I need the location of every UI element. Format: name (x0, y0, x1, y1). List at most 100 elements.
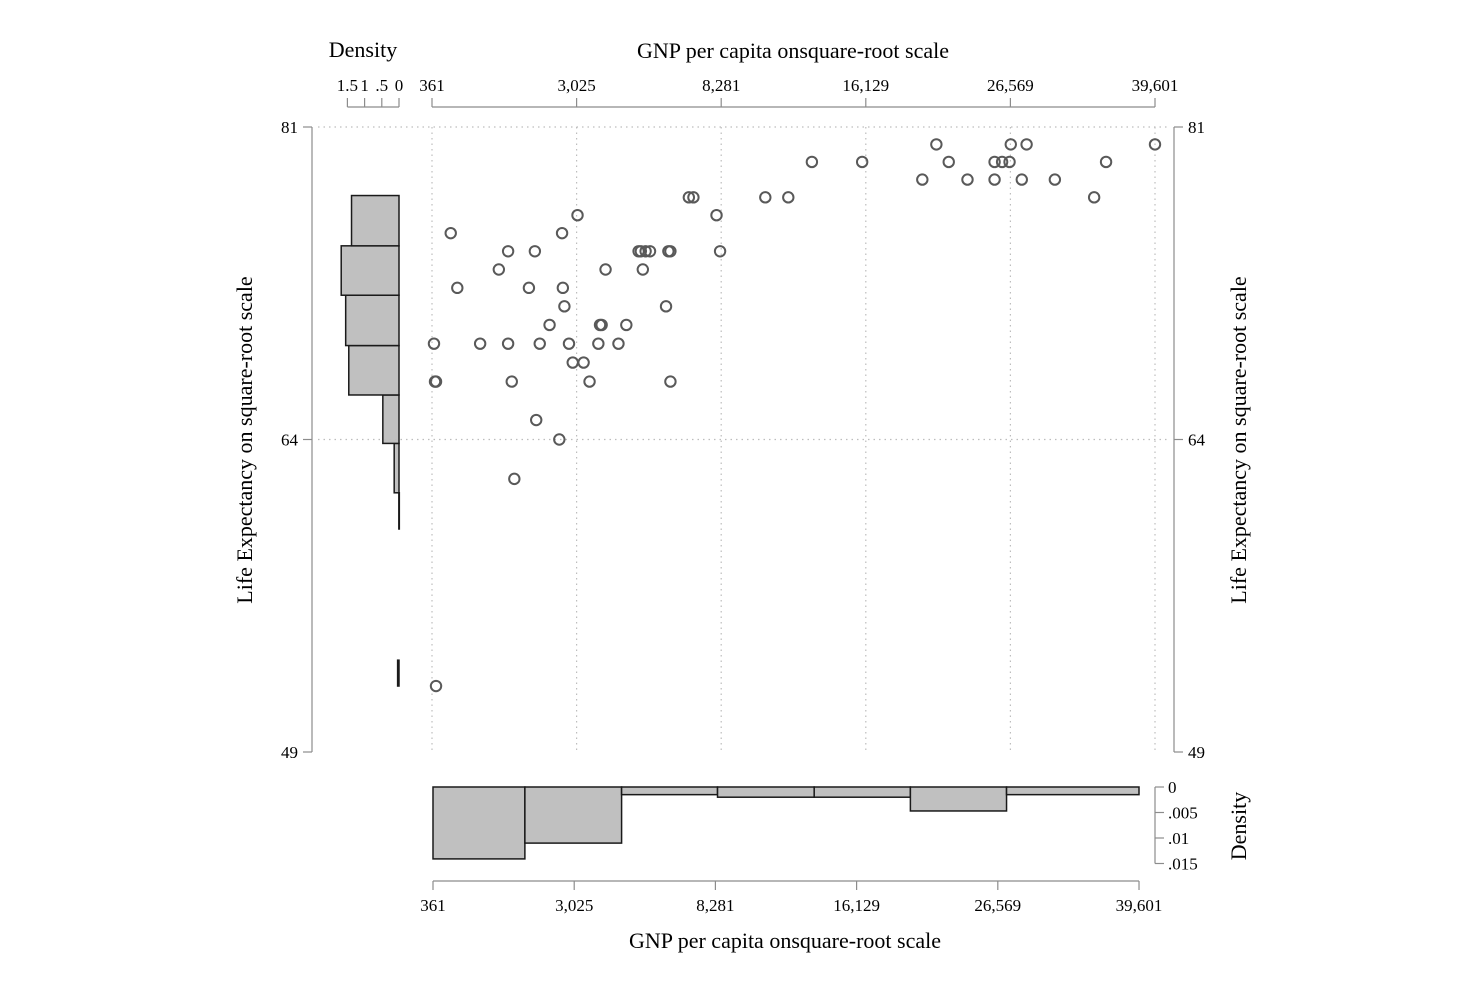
scatter-point (429, 679, 443, 693)
y-histogram (340, 194, 401, 687)
scatter-point (620, 318, 633, 332)
scatter-point (659, 300, 673, 313)
scatter-point (555, 226, 569, 240)
y-histogram-bar (396, 659, 400, 687)
scatter-point (687, 191, 700, 204)
y-histogram-density-tick-label: 0 (395, 76, 404, 95)
top-x-tick-label: 26,569 (987, 76, 1034, 95)
bottom-x-tick-label: 3,025 (555, 896, 593, 915)
scatter-point (930, 138, 943, 151)
bottom-x-tick-label: 8,281 (696, 896, 734, 915)
scatter-point (639, 245, 652, 258)
scatter-point (612, 337, 625, 350)
scatter-point (1148, 138, 1162, 151)
scatter-point (759, 191, 772, 204)
scatter-point (682, 191, 696, 204)
scatter-point (1020, 138, 1033, 151)
y-histogram-bar (344, 294, 400, 347)
y-histogram-density-title: Density (329, 37, 397, 62)
scatter-point (1003, 155, 1016, 169)
x-histogram-density-title: Density (1226, 792, 1251, 860)
x-histogram-density-tick-label: .015 (1168, 855, 1198, 874)
scatter-point (492, 263, 506, 276)
bottom-x-tick-label: 26,569 (974, 896, 1021, 915)
left-y-tick-label: 81 (281, 118, 298, 137)
left-y-tick-label: 64 (281, 431, 299, 450)
scatter-point (444, 226, 457, 240)
x-histogram-bar (813, 786, 912, 798)
y-histogram-bar (340, 245, 400, 296)
x-histogram-bar (1005, 786, 1140, 796)
scatter-point (599, 263, 612, 276)
scatter-point (522, 281, 536, 295)
scatter-point (528, 245, 542, 258)
scatter-point (556, 281, 570, 295)
scatter-point (595, 318, 608, 332)
scatter-point (1048, 173, 1062, 186)
scatter-point (508, 472, 521, 486)
top-x-tick-label: 16,129 (842, 76, 889, 95)
y-histogram-bar (393, 442, 400, 494)
scatter-point (501, 337, 515, 350)
scatter-point (782, 191, 795, 204)
scatter-point (710, 208, 723, 222)
axes: 49 49 64 64 81 81 361 3,025 8,281 16,129 26,569 39,… (281, 76, 1206, 915)
scatter-point (961, 173, 974, 186)
x-histogram-bar (909, 786, 1008, 812)
right-y-tick-label: 64 (1188, 431, 1206, 450)
y-histogram-bar (348, 344, 400, 396)
scatter-point (634, 245, 648, 258)
bottom-x-tick-label: 361 (420, 896, 446, 915)
x-histogram-density-tick-label: 0 (1168, 778, 1177, 797)
x-histogram-bar (524, 786, 623, 844)
scatter-point (916, 173, 929, 186)
y-histogram-bar (350, 194, 400, 247)
scatter-point (533, 337, 546, 350)
scatter-point (501, 245, 515, 258)
x-histogram (432, 786, 1140, 860)
right-y-tick-label: 81 (1188, 118, 1205, 137)
top-x-axis-title: GNP per capita onsquare-root scale (637, 38, 949, 63)
x-histogram-bar (716, 786, 815, 798)
right-y-axis-title: Life Expectancy on square-root scale (1226, 276, 1251, 603)
scatter-point (562, 337, 576, 350)
right-y-tick-label: 49 (1188, 743, 1205, 762)
scatter-point (427, 337, 441, 350)
y-histogram-density-tick-label: .5 (375, 76, 388, 95)
scatter-point (530, 413, 543, 427)
scatter-point (1099, 155, 1113, 169)
y-histogram-density-tick-label: 1 (360, 76, 369, 95)
scatter-point (1015, 173, 1028, 186)
bottom-x-tick-label: 39,601 (1116, 896, 1163, 915)
scatter-point (995, 155, 1009, 169)
scatter-point (1004, 138, 1017, 151)
scatter-point (805, 155, 819, 169)
scatter-point (583, 375, 596, 388)
scatter-points (427, 138, 1162, 693)
top-x-tick-label: 361 (419, 76, 445, 95)
scatter-point (566, 356, 579, 369)
scatter-point (553, 433, 566, 446)
x-histogram-bar (620, 786, 719, 796)
y-histogram-bar (398, 492, 401, 530)
scatter-point (592, 337, 605, 350)
top-x-tick-label: 39,601 (1132, 76, 1179, 95)
left-y-tick-label: 49 (281, 743, 298, 762)
scatter-point (664, 375, 677, 388)
y-histogram-density-tick-label: 1.5 (337, 76, 358, 95)
scatter-point (643, 245, 657, 258)
scatter-point (558, 300, 571, 313)
x-histogram-density-tick-label: .005 (1168, 804, 1198, 823)
scatter-point (855, 155, 869, 169)
scatter-point (571, 208, 584, 222)
scatter-point (713, 245, 727, 258)
scatter-point (505, 375, 518, 388)
scatter-point (942, 155, 955, 169)
scatter-point (473, 337, 487, 350)
top-x-tick-label: 8,281 (702, 76, 740, 95)
grid (318, 126, 1168, 752)
x-histogram-density-tick-label: .01 (1168, 829, 1189, 848)
scatter-point (988, 173, 1001, 186)
scatter-point (664, 245, 677, 258)
